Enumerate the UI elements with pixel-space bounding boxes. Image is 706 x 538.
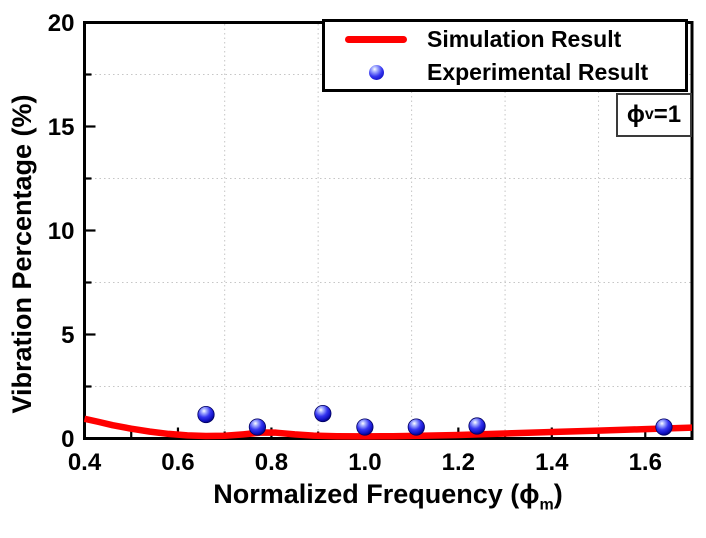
- legend-label-simulation: Simulation Result: [427, 25, 622, 52]
- x-tick-label: 0.6: [161, 448, 195, 476]
- phi-symbol: ϕ: [626, 101, 645, 128]
- legend-marker-col: [325, 35, 427, 43]
- phi-subscript-m: m: [539, 496, 554, 514]
- x-axis-title: Normalized Frequency (ϕm): [83, 479, 693, 514]
- experimental-dot-swatch: [368, 64, 384, 80]
- phi-subscript-v: v: [644, 106, 654, 123]
- simulation-line: [84, 415, 692, 440]
- x-tick-label: 1.6: [628, 448, 662, 476]
- phi-v-annotation: ϕ v =1: [616, 93, 692, 137]
- x-tick-label: 1.2: [441, 448, 476, 476]
- y-axis-title-text: Vibration Percentage (%): [7, 94, 37, 414]
- y-axis-title: Vibration Percentage (%): [6, 54, 38, 454]
- x-tick-label: 0.4: [67, 448, 102, 476]
- x-axis-title-close-paren: ): [553, 479, 563, 509]
- legend-label-experimental: Experimental Result: [427, 58, 649, 85]
- x-tick-label: 1.4: [535, 448, 569, 476]
- y-tick-label: 20: [47, 9, 75, 37]
- x-tick-label: 0.8: [254, 448, 289, 476]
- experimental-dots: [197, 404, 673, 436]
- y-tick-label: 15: [47, 113, 75, 141]
- x-tick-label: 1.0: [348, 448, 382, 476]
- simulation-line-swatch: [345, 35, 407, 43]
- legend-item-simulation: Simulation Result: [325, 23, 685, 56]
- legend: Simulation Result Experimental Result: [322, 19, 688, 92]
- y-tick-label: 0: [61, 425, 75, 453]
- phi-annotation-value: =1: [653, 101, 682, 128]
- y-tick-label: 10: [47, 217, 75, 245]
- y-tick-label: 5: [61, 321, 75, 349]
- phi-symbol: ϕ: [519, 479, 540, 509]
- x-axis-title-text: Normalized Frequency (: [213, 479, 520, 509]
- legend-marker-col: [325, 64, 427, 80]
- legend-item-experimental: Experimental Result: [325, 56, 685, 89]
